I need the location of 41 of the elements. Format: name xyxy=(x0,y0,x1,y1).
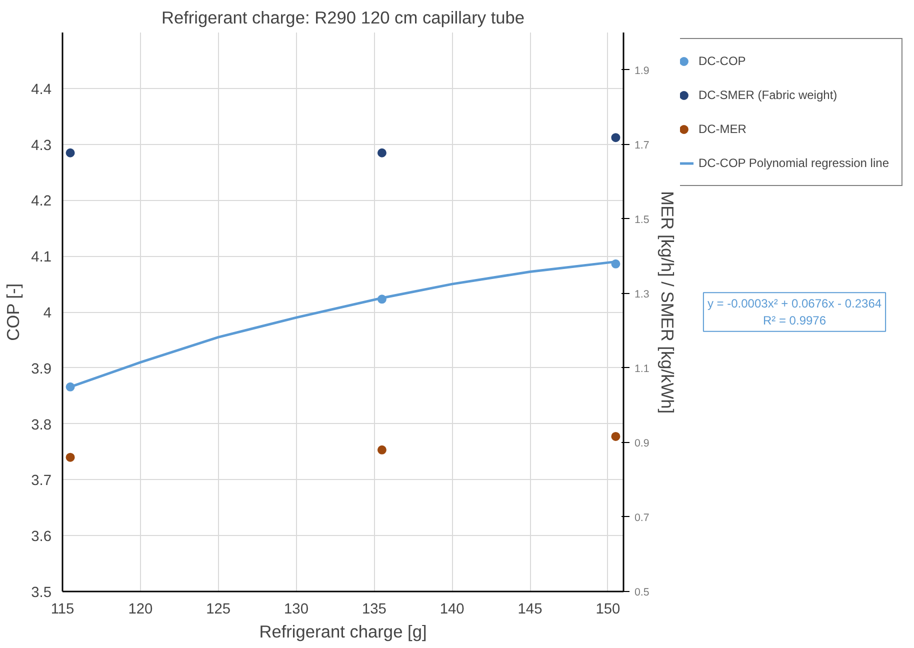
y-tick-label: 4 xyxy=(43,306,52,322)
x-axis-title: Refrigerant charge [g] xyxy=(259,622,427,642)
y-tick-label: 4.2 xyxy=(31,194,52,210)
chart-title: Refrigerant charge: R290 120 cm capillary tube xyxy=(161,8,525,28)
y-tick-label: 4.3 xyxy=(31,138,52,154)
y-tick-label: 4.4 xyxy=(31,82,52,98)
x-tick-label: 130 xyxy=(284,602,308,618)
x-tick-label: 140 xyxy=(440,602,464,618)
y2-tick-label: 0.7 xyxy=(634,512,650,524)
y-tick-label: 3.9 xyxy=(31,361,52,378)
legend-label: DC-SMER (Fabric weight) xyxy=(698,88,838,102)
point xyxy=(66,148,75,158)
y-tick-label: 3.6 xyxy=(31,529,52,546)
x-tick-label: 125 xyxy=(206,602,231,618)
text: y = -0.0003x² + 0.0676x - 0.2364 R² = 0.9976 xyxy=(707,296,882,328)
y-tick-label: 3.8 xyxy=(31,417,52,434)
point xyxy=(377,445,386,454)
x-tick-label: 120 xyxy=(128,602,153,618)
y2-tick-label: 1.5 xyxy=(634,214,650,226)
legend-label: DC-COP xyxy=(698,54,747,68)
x-tick-label: 150 xyxy=(596,602,620,618)
legend-label: DC-COP Polynomial regression line xyxy=(698,156,889,170)
point xyxy=(377,148,386,158)
x-tick-label: 135 xyxy=(362,602,386,618)
point xyxy=(611,133,620,142)
point xyxy=(66,452,75,462)
legend-label: DC-MER xyxy=(698,122,748,136)
y-axis-title: COP [-] xyxy=(3,283,24,341)
y-tick-label: 3.7 xyxy=(31,473,52,490)
y2-tick-label: 1.7 xyxy=(634,139,650,152)
x-tick-label: 145 xyxy=(518,602,542,618)
point xyxy=(611,432,620,441)
y2-axis-title: MER [kg/h] / SMER [kg/kWh] xyxy=(657,191,678,414)
y2-tick-label: 0.5 xyxy=(634,586,650,598)
x-tick-label: 115 xyxy=(50,602,74,618)
y2-tick-label: 0.9 xyxy=(634,437,650,450)
y2-tick-label: 1.3 xyxy=(634,288,650,300)
y2-tick-label: 1.1 xyxy=(634,362,650,375)
y-tick-label: 4.1 xyxy=(31,250,52,266)
y2-tick-label: 1.9 xyxy=(634,64,650,77)
y-tick-label: 3.5 xyxy=(31,585,52,601)
